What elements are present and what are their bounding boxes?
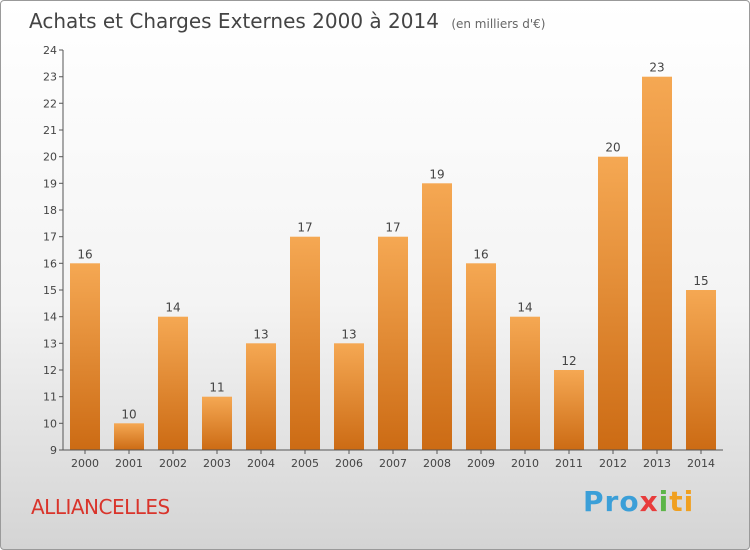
data-label-2009: 16 <box>473 247 488 261</box>
data-label-2011: 12 <box>561 354 576 368</box>
data-label-2014: 15 <box>693 274 708 288</box>
y-tick-label-10: 10 <box>43 417 57 430</box>
y-tick-label-19: 19 <box>43 177 57 190</box>
x-tick-label-2010: 2010 <box>511 457 539 470</box>
data-label-2000: 16 <box>77 247 92 261</box>
y-tick-label-9: 9 <box>50 444 57 457</box>
bar-2008 <box>422 183 452 451</box>
y-tick-label-20: 20 <box>43 151 57 164</box>
bar-2011 <box>554 370 584 450</box>
y-tick-label-24: 24 <box>43 44 57 57</box>
axes-group: 2000 2001 2002 2003 2004 2005 2006 2007 2008 2009… <box>43 44 723 470</box>
logo-part-3: i <box>658 485 670 518</box>
data-label-2006: 13 <box>341 327 356 341</box>
y-tick-label-15: 15 <box>43 284 57 297</box>
x-tick-label-2004: 2004 <box>247 457 275 470</box>
x-tick-label-2000: 2000 <box>71 457 99 470</box>
logo-part-4: ti <box>669 485 695 518</box>
y-tick-label-22: 22 <box>43 97 57 110</box>
data-label-2005: 17 <box>297 221 312 235</box>
y-tick-label-21: 21 <box>43 124 57 137</box>
x-tick-label-2008: 2008 <box>423 457 451 470</box>
chart-title: Achats et Charges Externes 2000 à 2014 <box>29 9 439 33</box>
data-label-2002: 14 <box>165 301 180 315</box>
x-tick-label-2002: 2002 <box>159 457 187 470</box>
proxiti-logo[interactable]: Proxiti <box>583 485 694 518</box>
y-tick-label-23: 23 <box>43 71 57 84</box>
x-tick-label-2006: 2006 <box>335 457 363 470</box>
bar-2001 <box>114 423 144 450</box>
bar-2009 <box>466 263 496 450</box>
x-tick-label-2012: 2012 <box>599 457 627 470</box>
bar-2010 <box>510 316 540 450</box>
bar-2004 <box>246 343 276 450</box>
x-tick-label-2009: 2009 <box>467 457 495 470</box>
x-tick-label-2003: 2003 <box>203 457 231 470</box>
bar-2002 <box>158 316 188 450</box>
y-tick-label-18: 18 <box>43 204 57 217</box>
y-tick-label-16: 16 <box>43 257 57 270</box>
y-tick-label-12: 12 <box>43 364 57 377</box>
bar-2007 <box>378 236 408 450</box>
data-label-2004: 13 <box>253 327 268 341</box>
data-label-2010: 14 <box>517 301 532 315</box>
y-tick-label-11: 11 <box>43 391 57 404</box>
data-label-2007: 17 <box>385 221 400 235</box>
data-label-2008: 19 <box>429 167 444 181</box>
bar-2014 <box>686 290 716 450</box>
chart-title-line: Achats et Charges Externes 2000 à 2014 (… <box>29 9 545 33</box>
bar-group: 16 10 14 11 13 17 13 17 19 16 14 12 20 23 15 <box>70 61 716 451</box>
logo-part-2: x <box>639 485 659 518</box>
x-tick-label-2013: 2013 <box>643 457 671 470</box>
commune-name: ALLIANCELLES <box>31 495 170 519</box>
data-label-2003: 11 <box>209 381 224 395</box>
bar-2006 <box>334 343 364 450</box>
logo-part-1: Pro <box>583 485 640 518</box>
y-tick-label-17: 17 <box>43 231 57 244</box>
x-tick-label-2014: 2014 <box>687 457 715 470</box>
chart-subtitle: (en milliers d'€) <box>451 17 546 31</box>
data-label-2012: 20 <box>605 141 620 155</box>
y-tick-label-14: 14 <box>43 311 57 324</box>
data-label-2013: 23 <box>649 61 664 75</box>
x-tick-label-2005: 2005 <box>291 457 319 470</box>
x-tick-label-2001: 2001 <box>115 457 143 470</box>
bar-2003 <box>202 396 232 450</box>
data-label-2001: 10 <box>121 407 136 421</box>
bar-2005 <box>290 236 320 450</box>
bar-2012 <box>598 156 628 450</box>
x-tick-label-2007: 2007 <box>379 457 407 470</box>
bar-2013 <box>642 76 672 450</box>
bar-2000 <box>70 263 100 450</box>
x-tick-label-2011: 2011 <box>555 457 583 470</box>
y-tick-label-13: 13 <box>43 337 57 350</box>
